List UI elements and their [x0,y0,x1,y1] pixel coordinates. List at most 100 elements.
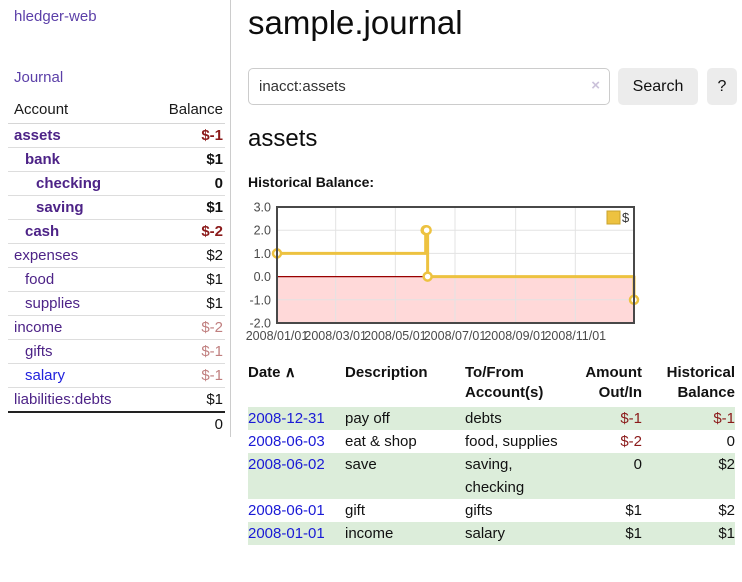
account-row: supplies $1 [8,291,225,316]
transaction-date-link[interactable]: 2008-06-02 [248,456,325,473]
account-row: expenses $2 [8,243,225,268]
svg-text:2008/03/01: 2008/03/01 [304,329,367,343]
transaction-date-link[interactable]: 2008-12-31 [248,410,325,427]
account-balance: $1 [143,195,225,220]
search-input[interactable] [248,68,610,105]
account-link[interactable]: gifts [25,343,53,360]
transaction-description: pay off [345,410,390,427]
account-link[interactable]: expenses [14,247,79,264]
account-row: gifts $-1 [8,339,225,364]
transaction-accounts: gifts [465,502,493,519]
search-form: × Search ? [248,68,742,105]
svg-text:-1.0: -1.0 [249,293,271,307]
transaction-row: 2008-06-02 save saving, checking 0 $2 [248,453,735,499]
transaction-balance: $2 [718,456,735,473]
account-balance: $-1 [201,127,223,144]
transaction-date-link[interactable]: 2008-06-01 [248,502,325,519]
transaction-accounts: saving, checking [465,456,525,496]
transaction-description: income [345,525,394,542]
account-row: food $1 [8,267,225,292]
account-link[interactable]: checking [36,175,102,192]
transaction-row: 2008-06-01 gift gifts $1 $2 [248,499,735,522]
svg-text:1.0: 1.0 [254,247,271,261]
transaction-amount: $1 [625,525,642,542]
svg-text:2008/11/01: 2008/11/01 [544,329,606,343]
account-link[interactable]: supplies [25,295,81,312]
svg-text:2008/09/01: 2008/09/01 [484,329,547,343]
account-row: checking 0 [8,171,225,196]
transaction-description: gift [345,502,366,519]
account-link[interactable]: cash [25,223,60,240]
account-link[interactable]: income [14,319,63,336]
svg-text:2008/05/01: 2008/05/01 [364,329,427,343]
historical-balance-chart: $3.0 2.0 1.0 0.0 -1.0 -2.02008/01/012008/03/0… [246,201,640,343]
transaction-row: 2008-01-01 income salary $1 $1 [248,522,735,545]
account-balance: $-1 [143,339,225,364]
transaction-amount: 0 [633,456,642,473]
account-balance: $-2 [143,219,225,244]
svg-text:0.0: 0.0 [254,270,271,284]
svg-text:3.0: 3.0 [254,201,271,215]
transaction-balance: 0 [726,433,735,450]
account-balance: $1 [143,387,225,412]
page-title: sample.journal [248,4,463,41]
register-table: Date ∧ Description To/From Account(s) Amo… [248,363,735,545]
chart-heading: Historical Balance: [248,174,375,190]
account-link[interactable]: assets [14,127,61,144]
transaction-balance: $1 [718,525,735,542]
transaction-date-link[interactable]: 2008-01-01 [248,525,325,542]
help-button[interactable]: ? [707,68,737,105]
register-header-balance: Historical Balance [666,364,735,401]
nav-journal-link[interactable]: Journal [14,69,64,86]
account-balance: $-2 [143,315,225,340]
transaction-amount: $-2 [620,433,642,450]
sort-asc-icon: ∧ [284,364,296,381]
app-brand-link[interactable]: hledger-web [14,8,97,25]
account-row: salary $-1 [8,363,225,388]
transaction-description: save [345,456,377,473]
register-header-tofrom: To/From Account(s) [465,364,544,401]
account-link[interactable]: saving [36,199,84,216]
svg-text:2.0: 2.0 [254,224,271,238]
accounts-header-account: Account [8,99,144,124]
transaction-accounts: salary [465,525,506,542]
account-balance: 0 [143,171,225,196]
search-button[interactable]: Search [618,68,698,105]
account-link[interactable]: food [25,271,55,288]
account-balance: $-1 [143,363,225,388]
account-row: income $-2 [8,315,225,340]
main-panel: sample.journal × Search ? assets Histori… [246,0,742,545]
transaction-amount: $1 [625,502,642,519]
transaction-balance: $-1 [713,410,735,427]
transaction-row: 2008-12-31 pay off debts $-1 $-1 [248,407,735,430]
account-link[interactable]: bank [25,151,61,168]
transaction-accounts: food, supplies [465,433,558,450]
account-row: saving $1 [8,195,225,220]
account-row: liabilities:debts $1 [8,387,225,412]
accounts-total-row: 0 [8,411,225,436]
accounts-header-balance: Balance [143,99,225,124]
register-header-amount: Amount Out/In [585,364,642,401]
transaction-amount: $-1 [620,410,642,427]
clear-search-icon[interactable]: × [591,77,600,94]
account-balance: $1 [143,267,225,292]
accounts-total-value: 0 [8,411,225,436]
svg-text:2008/01/01: 2008/01/01 [246,329,309,343]
register-header-date[interactable]: Date ∧ [248,364,296,381]
transaction-description: eat & shop [345,433,417,450]
svg-text:-2.0: -2.0 [249,317,271,331]
transaction-row: 2008-06-03 eat & shop food, supplies $-2 0 [248,430,735,453]
account-link[interactable]: liabilities:debts [14,391,112,408]
transaction-balance: $2 [718,502,735,519]
transaction-date-link[interactable]: 2008-06-03 [248,433,325,450]
account-row: bank $1 [8,147,225,172]
account-row: cash $-2 [8,219,225,244]
svg-text:$: $ [622,210,630,225]
register-header-description: Description [345,364,428,381]
transaction-accounts: debts [465,410,502,427]
account-link[interactable]: salary [25,367,66,384]
svg-text:2008/07/01: 2008/07/01 [424,329,487,343]
sidebar: hledger-web Journal Account Balance asse… [0,0,231,437]
account-balance: $2 [143,243,225,268]
accounts-table: Account Balance assets $-1 bank $1 checking 0… [8,99,225,436]
